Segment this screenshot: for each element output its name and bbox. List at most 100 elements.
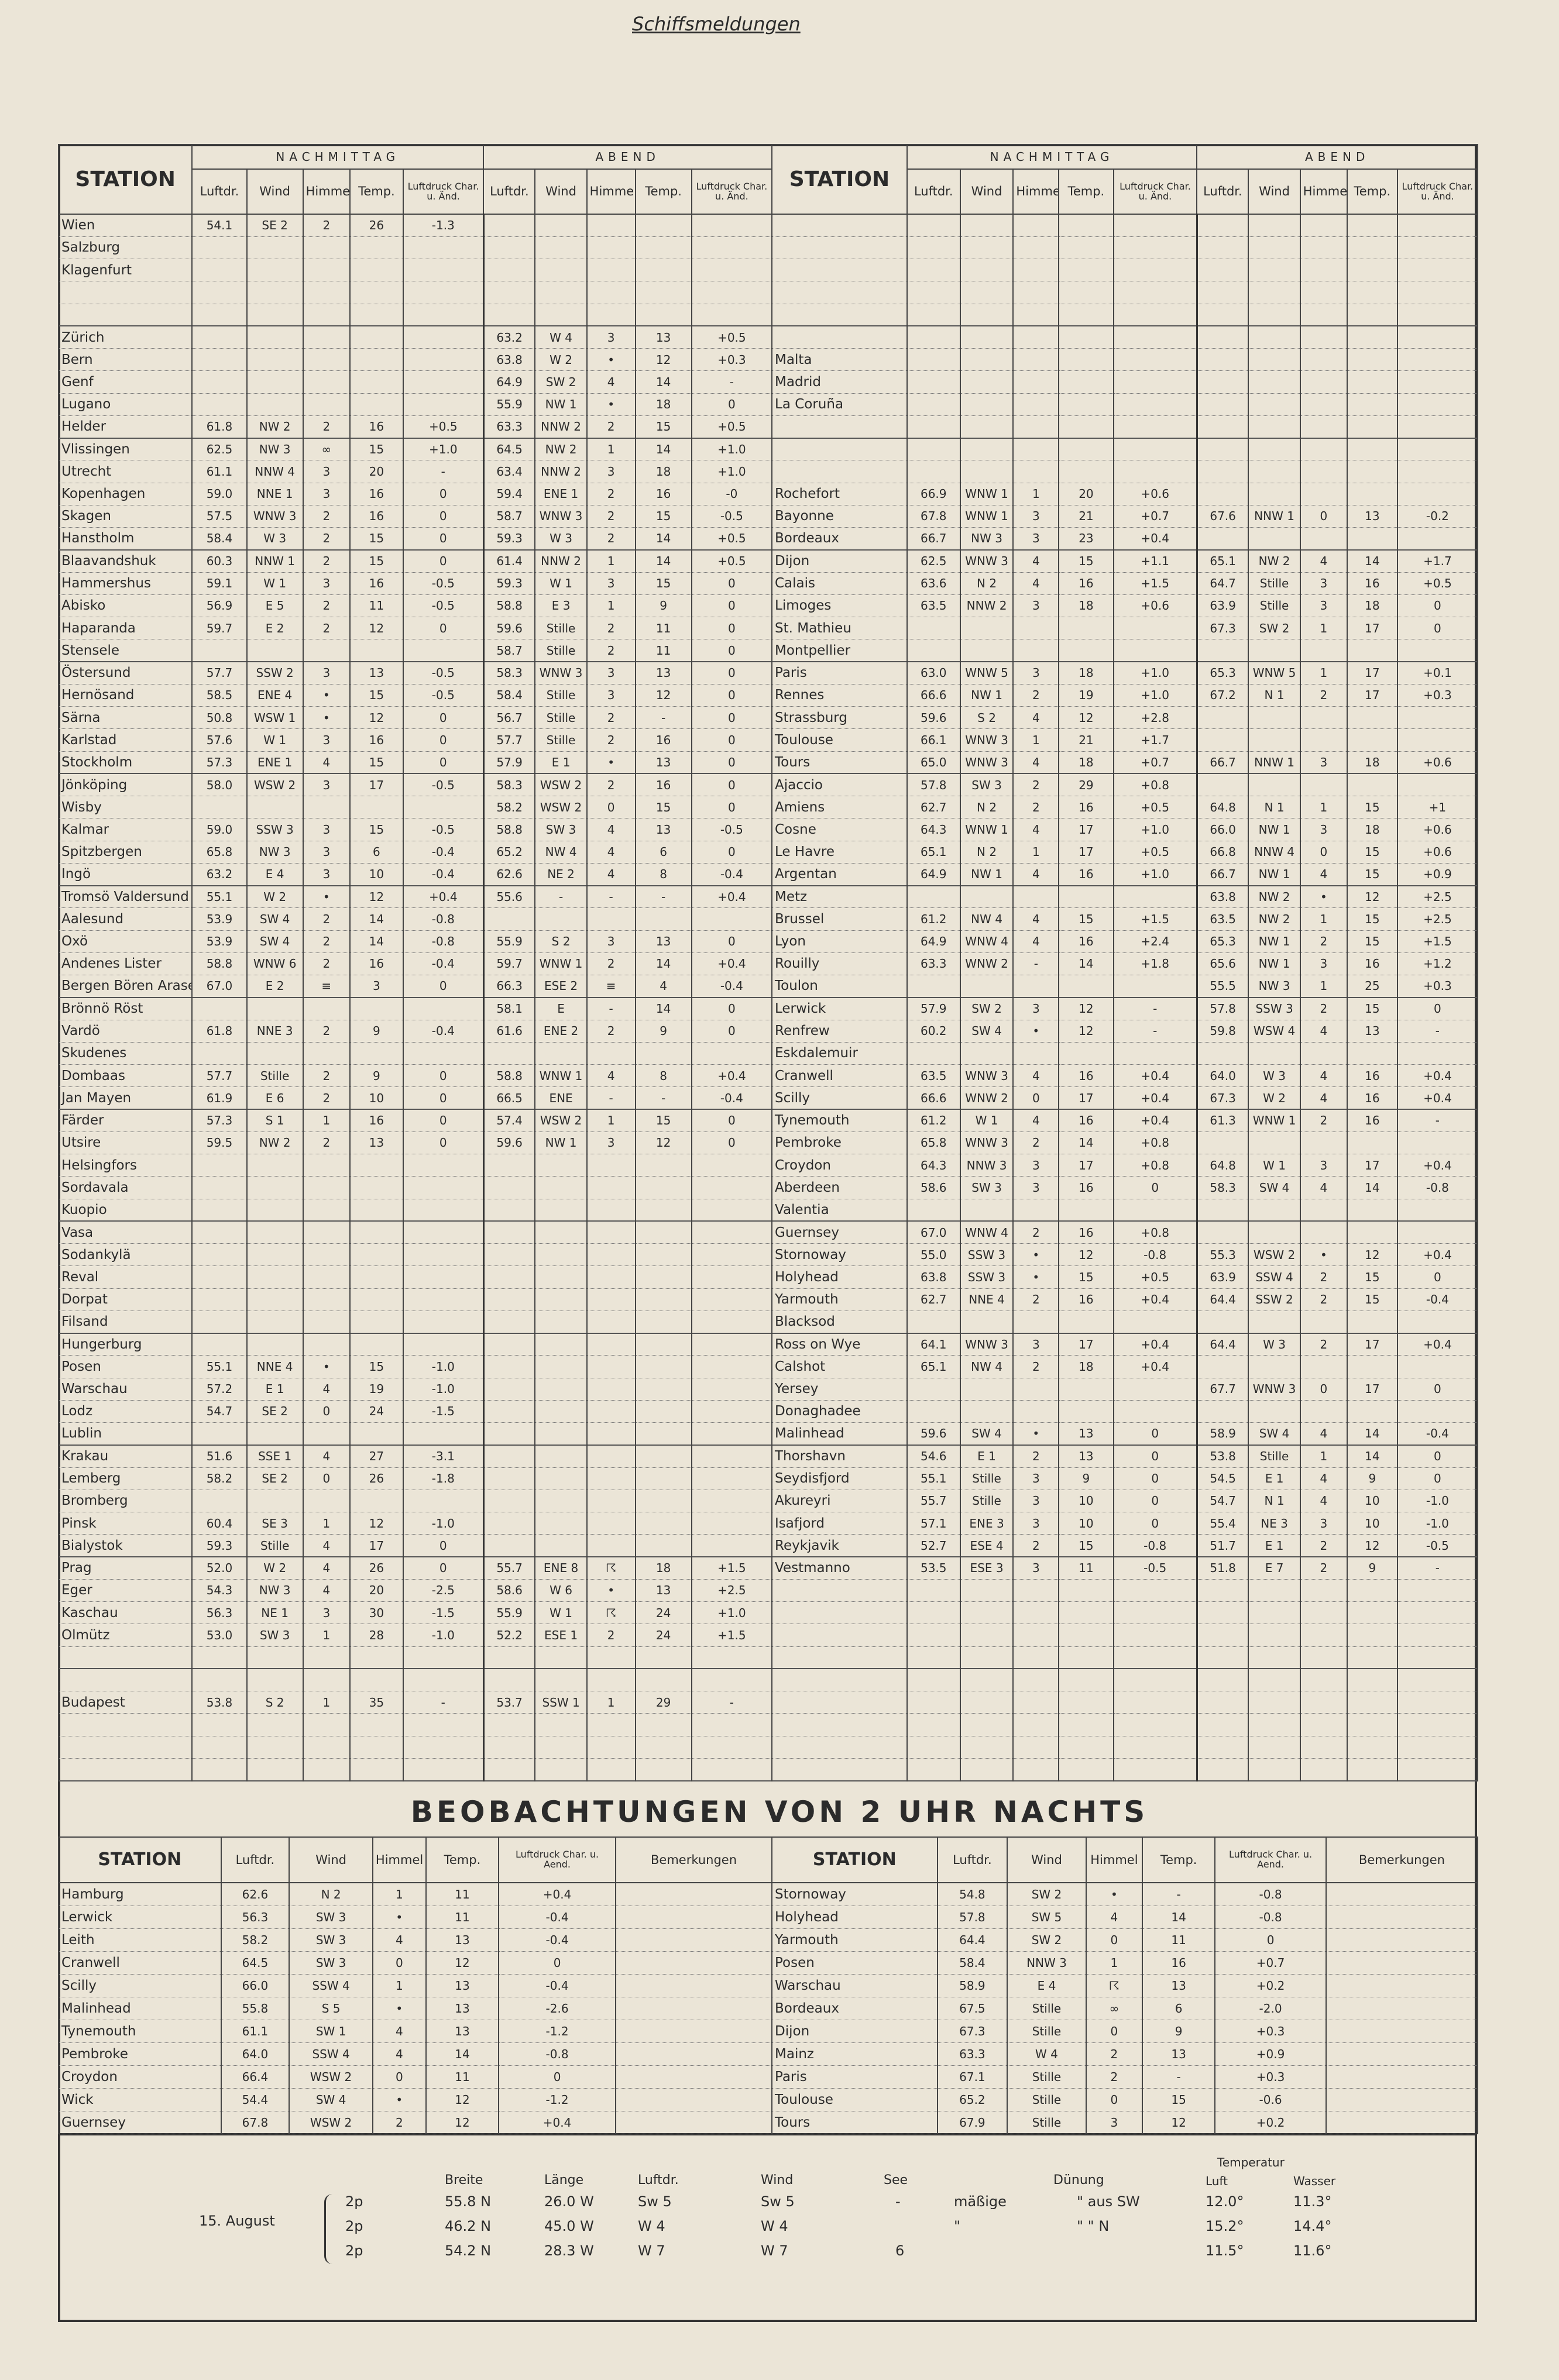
station-name: Posen — [57, 1355, 193, 1378]
cell: 58.8 — [483, 1064, 536, 1088]
station-name: Blacksod — [771, 1311, 908, 1334]
cell — [959, 438, 1014, 461]
cell: 4 — [1085, 1906, 1143, 1929]
cell — [483, 1422, 536, 1446]
cell: WNW 3 — [534, 505, 588, 528]
cell: - — [634, 706, 692, 730]
row: Wick 54.4 SW 4 • 12 -1.2 — [58, 2088, 773, 2111]
cell — [959, 214, 1014, 237]
cell: 60.3 — [191, 549, 248, 573]
cell: • — [302, 684, 351, 707]
cell — [1396, 438, 1479, 461]
cell: 4 — [1299, 1176, 1348, 1199]
cell: 17 — [1347, 617, 1398, 640]
cell — [959, 975, 1014, 998]
row: Lerwick 56.3 SW 3 • 11 -0.4 — [58, 1906, 773, 1929]
cell — [1325, 2111, 1479, 2134]
cell — [534, 236, 588, 260]
cell: • — [586, 348, 636, 372]
cell: 59.8 — [1196, 1020, 1249, 1043]
ship-cell: 15.2° — [1206, 2218, 1244, 2234]
station-name: Ingö — [57, 863, 193, 886]
cell: 65.8 — [191, 841, 248, 864]
cell — [634, 1265, 692, 1289]
row: Skudenes — [57, 1042, 773, 1065]
cell: 2 — [586, 773, 636, 797]
cell — [1012, 1736, 1060, 1759]
cell — [1396, 1669, 1479, 1692]
cell: -1.0 — [1396, 1490, 1479, 1513]
cell — [349, 1333, 404, 1356]
cell — [691, 281, 773, 304]
row: Helsingfors — [57, 1154, 773, 1177]
cell — [246, 1669, 304, 1692]
cell: NW 3 — [959, 527, 1014, 551]
cell — [1299, 639, 1348, 662]
station-name: Lerwick — [771, 997, 908, 1020]
cell — [1112, 1646, 1198, 1669]
cell: 55.7 — [483, 1557, 536, 1580]
cell — [586, 236, 636, 260]
cell: 55.9 — [483, 393, 536, 416]
cell: 0 — [1085, 2088, 1143, 2111]
ship-cell: 26.0 W — [544, 2193, 594, 2210]
cell — [1196, 1758, 1249, 1781]
cell: 53.8 — [1196, 1444, 1249, 1468]
cell: SW 3 — [959, 773, 1014, 797]
cell — [1299, 773, 1348, 797]
cell: 16 — [1347, 1086, 1398, 1110]
cell — [691, 1311, 773, 1334]
station-name: Dombaas — [57, 1064, 193, 1088]
cell: 55.8 — [220, 1997, 290, 2020]
cell: 15 — [634, 415, 692, 439]
cell: 17 — [1058, 1086, 1114, 1110]
station-name: Limoges — [771, 594, 908, 618]
cell: 12 — [1058, 1020, 1114, 1043]
cell: S 1 — [246, 1109, 304, 1132]
column-header: Himmel — [302, 168, 351, 215]
cell: ENE 8 — [534, 1557, 588, 1580]
cell: 58.9 — [1196, 1422, 1249, 1446]
cell: NNW 4 — [246, 460, 304, 483]
cell: 57.7 — [483, 728, 536, 752]
cell: 17 — [1058, 1333, 1114, 1356]
cell — [483, 1265, 536, 1289]
cell: 61.1 — [220, 2020, 290, 2043]
cell: SSW 3 — [1248, 997, 1301, 1020]
cell: 16 — [1347, 572, 1398, 595]
cell — [634, 259, 692, 282]
cell — [1248, 259, 1301, 282]
cell — [246, 1042, 304, 1065]
cell: 51.7 — [1196, 1534, 1249, 1557]
cell: 3 — [586, 326, 636, 349]
cell: 4 — [1012, 863, 1060, 886]
cell — [402, 281, 485, 304]
cell: 3 — [1012, 527, 1060, 551]
cell: WNW 3 — [959, 549, 1014, 573]
station-name: Posen — [771, 1951, 938, 1975]
cell — [1347, 304, 1398, 326]
cell: 16 — [1058, 796, 1114, 819]
cell: -1.8 — [402, 1467, 485, 1490]
cell: 11 — [1141, 1928, 1216, 1952]
cell — [1325, 2065, 1479, 2089]
row: Särna 50.8 WSW 1 • 12 0 56.7 Stille 2-0 — [57, 706, 773, 730]
cell: - — [402, 460, 485, 483]
cell: -1.0 — [402, 1355, 485, 1378]
cell — [1112, 214, 1198, 237]
cell: 13 — [349, 1131, 404, 1155]
cell — [1299, 1221, 1348, 1244]
cell: 64.9 — [906, 930, 961, 953]
cell: Stille — [959, 1467, 1014, 1490]
cell — [191, 1154, 248, 1177]
cell: 0 — [402, 549, 485, 573]
cell: NW 2 — [1248, 907, 1301, 931]
cell — [691, 1444, 773, 1468]
cell — [191, 304, 248, 326]
cell — [1299, 1400, 1348, 1423]
cell — [1347, 326, 1398, 349]
cell: E 5 — [246, 594, 304, 618]
row: Ingö 63.2 E 4 3 10 -0.4 62.6 NE 2 4 8 -0.4 — [57, 863, 773, 886]
cell: -0.5 — [1112, 1557, 1198, 1580]
cell: 0 — [691, 1109, 773, 1132]
